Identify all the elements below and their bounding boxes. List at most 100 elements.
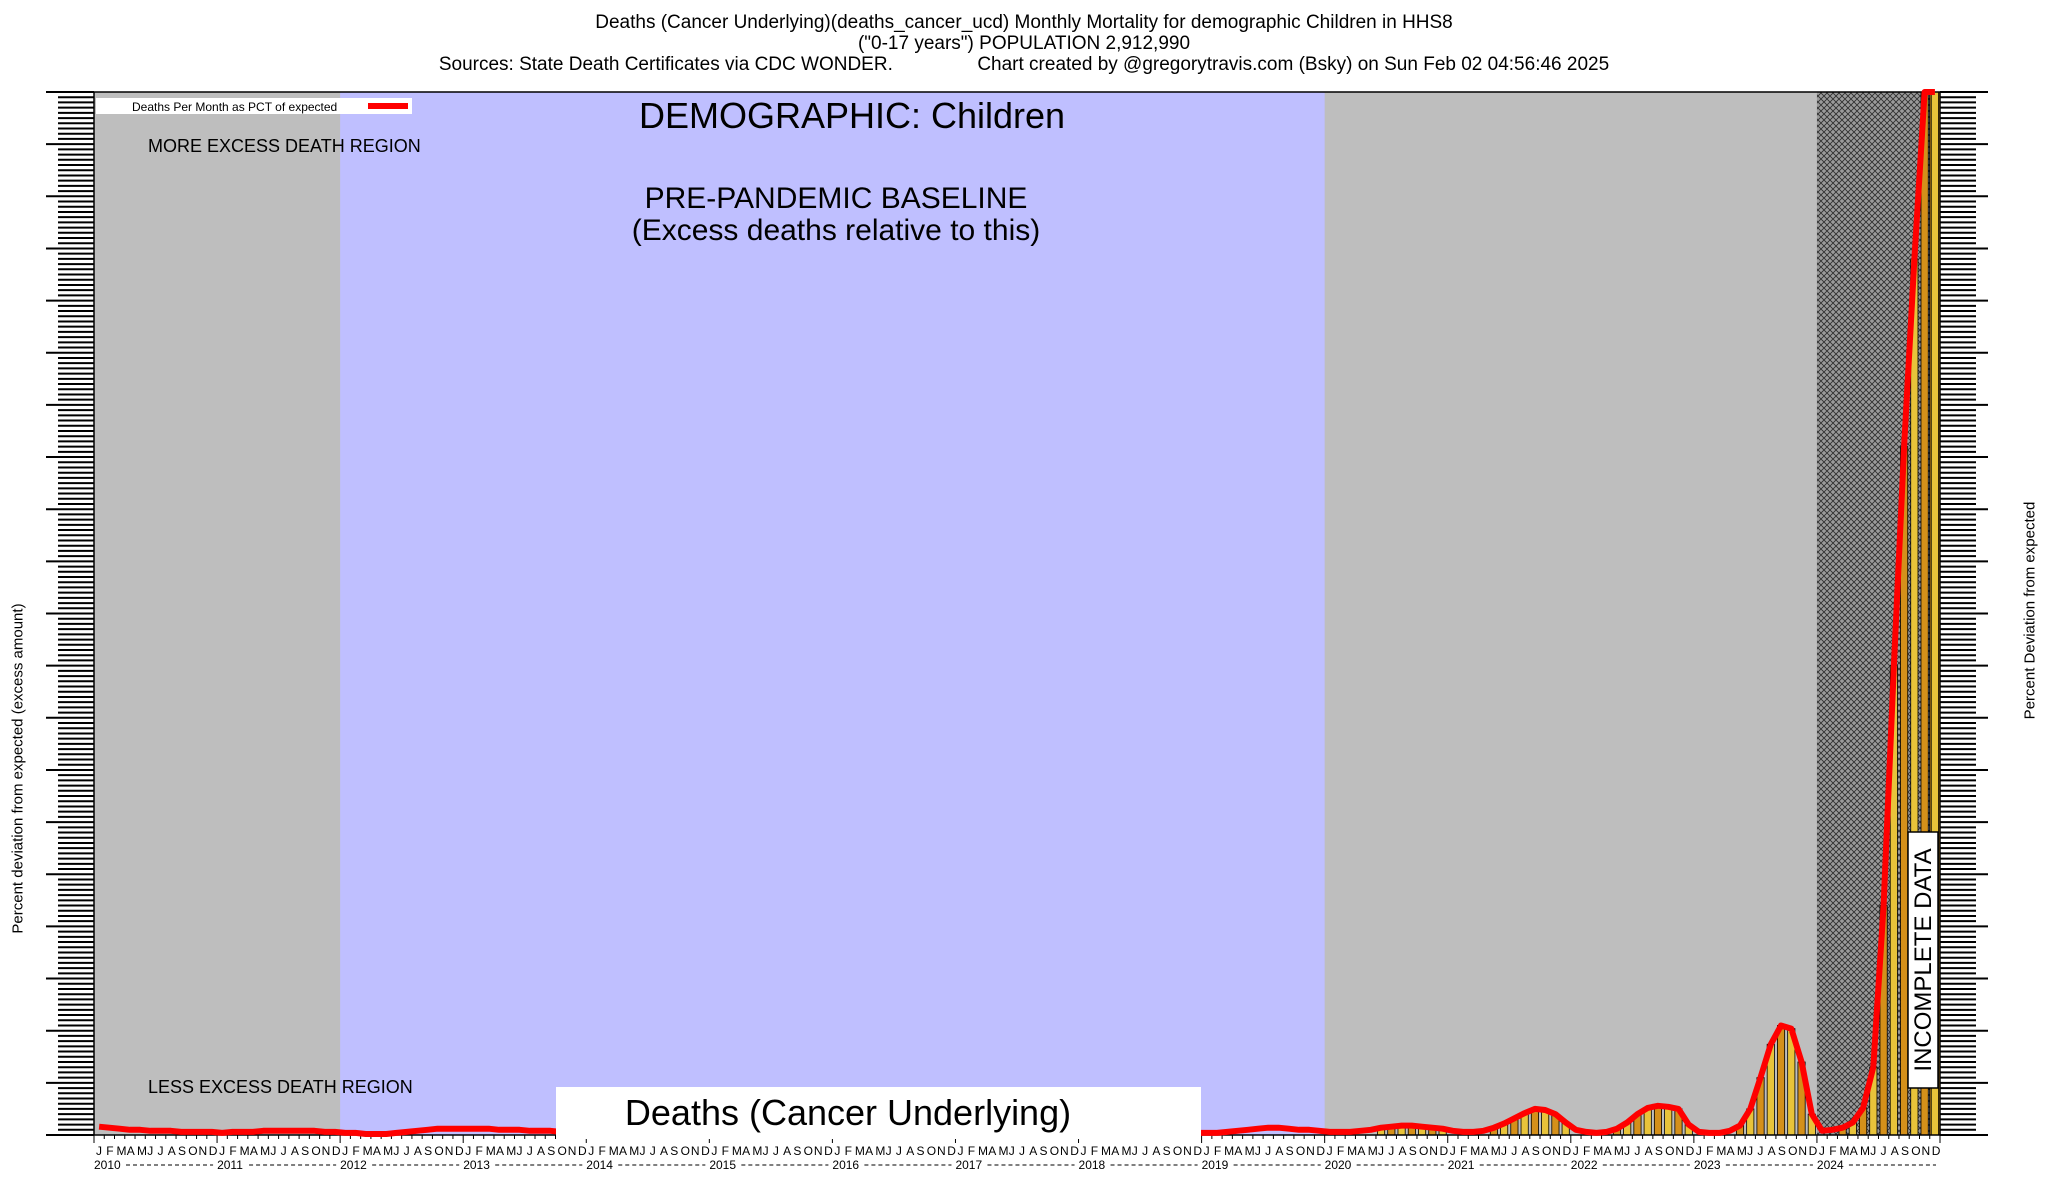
x-month-label: S xyxy=(916,1144,924,1158)
x-month-label: J xyxy=(1378,1144,1384,1158)
x-month-label: N xyxy=(199,1144,208,1158)
x-month-label: J xyxy=(1624,1144,1630,1158)
x-month-label: S xyxy=(1532,1144,1540,1158)
bottom-label-box xyxy=(556,1087,1201,1139)
x-month-label: D xyxy=(824,1144,833,1158)
x-month-label: M xyxy=(1224,1144,1234,1158)
x-month-label: D xyxy=(1686,1144,1695,1158)
x-month-label: J xyxy=(1573,1144,1579,1158)
x-month-label: J xyxy=(1747,1144,1753,1158)
x-month-label: N xyxy=(568,1144,577,1158)
x-month-label: F xyxy=(1583,1144,1590,1158)
x-month-label: A xyxy=(1768,1144,1776,1158)
x-month-label: J xyxy=(1634,1144,1640,1158)
x-month-label: N xyxy=(1183,1144,1192,1158)
x-month-label: F xyxy=(1706,1144,1713,1158)
x-month-label: J xyxy=(588,1144,594,1158)
x-month-label: N xyxy=(814,1144,823,1158)
x-month-label: A xyxy=(865,1144,873,1158)
x-month-label: A xyxy=(1481,1144,1489,1158)
x-month-label: M xyxy=(1245,1144,1255,1158)
x-month-label: O xyxy=(434,1144,443,1158)
x-month-label: A xyxy=(906,1144,914,1158)
excess-bar xyxy=(1664,1106,1673,1136)
x-year-label: 2014 xyxy=(586,1158,613,1172)
x-month-label: J xyxy=(527,1144,533,1158)
x-month-label: J xyxy=(1132,1144,1138,1158)
x-month-label: M xyxy=(1101,1144,1111,1158)
x-month-label: F xyxy=(475,1144,482,1158)
x-month-label: F xyxy=(1214,1144,1221,1158)
x-month-label: O xyxy=(681,1144,690,1158)
x-month-label: M xyxy=(629,1144,639,1158)
x-month-label: O xyxy=(311,1144,320,1158)
x-month-label: J xyxy=(1081,1144,1087,1158)
x-month-label: M xyxy=(260,1144,270,1158)
x-month-label: A xyxy=(414,1144,422,1158)
x-month-label: M xyxy=(363,1144,373,1158)
x-month-label: J xyxy=(1511,1144,1517,1158)
x-month-label: F xyxy=(229,1144,236,1158)
x-month-label: S xyxy=(301,1144,309,1158)
x-month-label: A xyxy=(1850,1144,1858,1158)
x-month-label: O xyxy=(1419,1144,1428,1158)
x-month-label: D xyxy=(455,1144,464,1158)
x-year-label: 2012 xyxy=(340,1158,367,1172)
x-month-label: J xyxy=(1255,1144,1261,1158)
x-month-label: M xyxy=(117,1144,127,1158)
x-month-label: J xyxy=(1501,1144,1507,1158)
x-month-label: S xyxy=(1286,1144,1294,1158)
x-month-label: N xyxy=(1306,1144,1315,1158)
x-month-label: J xyxy=(1696,1144,1702,1158)
x-month-label: A xyxy=(1357,1144,1365,1158)
x-month-label: M xyxy=(486,1144,496,1158)
x-month-label: N xyxy=(1060,1144,1069,1158)
x-month-label: M xyxy=(752,1144,762,1158)
x-month-label: D xyxy=(1932,1144,1941,1158)
x-month-label: N xyxy=(1675,1144,1684,1158)
x-month-label: A xyxy=(1275,1144,1283,1158)
x-month-label: M xyxy=(978,1144,988,1158)
x-month-label: D xyxy=(1809,1144,1818,1158)
x-year-label: 2020 xyxy=(1325,1158,1352,1172)
x-month-label: A xyxy=(660,1144,668,1158)
x-month-label: A xyxy=(1727,1144,1735,1158)
x-month-label: M xyxy=(1470,1144,1480,1158)
x-month-label: F xyxy=(722,1144,729,1158)
x-month-label: F xyxy=(106,1144,113,1158)
x-month-label: D xyxy=(209,1144,218,1158)
x-month-label: D xyxy=(701,1144,710,1158)
x-month-label: J xyxy=(96,1144,102,1158)
x-month-label: N xyxy=(445,1144,454,1158)
x-month-label: O xyxy=(1788,1144,1797,1158)
x-month-label: N xyxy=(322,1144,331,1158)
x-month-label: J xyxy=(957,1144,963,1158)
x-month-label: J xyxy=(1327,1144,1333,1158)
x-month-label: M xyxy=(875,1144,885,1158)
x-month-label: J xyxy=(1009,1144,1015,1158)
x-month-label: A xyxy=(291,1144,299,1158)
x-month-label: A xyxy=(1645,1144,1653,1158)
x-month-label: D xyxy=(578,1144,587,1158)
x-month-label: O xyxy=(1665,1144,1674,1158)
x-month-label: M xyxy=(1491,1144,1501,1158)
x-month-label: J xyxy=(896,1144,902,1158)
x-month-label: A xyxy=(783,1144,791,1158)
x-month-label: A xyxy=(373,1144,381,1158)
x-month-label: A xyxy=(496,1144,504,1158)
x-month-label: M xyxy=(609,1144,619,1158)
x-month-label: J xyxy=(1870,1144,1876,1158)
x-month-label: J xyxy=(404,1144,410,1158)
x-year-label: 2015 xyxy=(709,1158,736,1172)
chart-title-line3: Sources: State Death Certificates via CD… xyxy=(438,54,1610,75)
x-month-label: M xyxy=(1122,1144,1132,1158)
excess-bar xyxy=(1777,1025,1786,1136)
x-month-label: S xyxy=(1778,1144,1786,1158)
x-month-label: M xyxy=(1860,1144,1870,1158)
x-month-label: O xyxy=(804,1144,813,1158)
x-month-label: M xyxy=(1347,1144,1357,1158)
x-year-label: 2019 xyxy=(1202,1158,1229,1172)
x-month-label: M xyxy=(137,1144,147,1158)
x-month-label: M xyxy=(732,1144,742,1158)
x-month-label: J xyxy=(393,1144,399,1158)
